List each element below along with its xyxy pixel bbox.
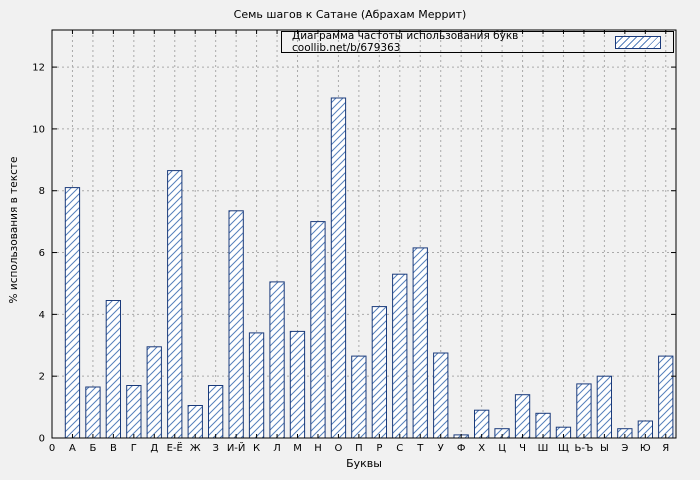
y-tick-label: 6 [39,248,45,259]
bar-Ч [514,394,531,439]
y-tick-label: 0 [39,434,45,445]
x-tick-label: Х [478,443,485,454]
x-tick-label: Ж [190,443,201,454]
y-tick-label: 10 [32,124,45,135]
chart-title: Семь шагов к Сатане (Абрахам Меррит) [233,8,467,21]
x-tick-label: М [293,443,302,454]
bar-Т [412,247,428,439]
x-tick-label: Д [150,443,158,454]
bar-У [433,352,449,439]
bar-Е-Ё [167,170,183,439]
bar-А [64,187,81,439]
plot-border [51,29,677,439]
bar-З [208,385,224,439]
bar-Х [474,409,490,439]
x-tick-label: С [396,443,403,454]
x-tick-label: А [69,443,76,454]
x-tick-label: Т [416,443,424,454]
x-tick-label: Ф [457,443,466,454]
y-tick-label: 2 [39,372,45,383]
x-tick-label: Ц [498,443,506,454]
bar-Ь-Ъ [576,383,592,439]
x-tick-label: К [253,443,260,454]
x-tick-label: Щ [558,443,569,454]
x-tick-label: Л [273,443,281,454]
x-tick-label: З [212,443,218,454]
x-tick-label: Ю [640,443,651,454]
x-tick-label: Ч [519,443,526,454]
bar-М [289,330,306,439]
bar-Р [371,306,388,439]
bar-Г [126,385,142,439]
x-tick-label: Ы [600,443,609,454]
legend-label: Диаграмма частоты использования букв coo… [292,30,519,54]
x-tick-label: Я [662,443,669,454]
x-tick-label: Е-Ё [167,441,183,454]
bar-Ы [596,375,613,439]
bar-Н [310,221,326,439]
x-tick-label: О [334,443,342,454]
legend-swatch [615,35,661,49]
bar-Я [658,355,674,439]
y-tick-label: 12 [32,63,45,74]
legend: Диаграмма частоты использования букв coo… [281,30,674,54]
bar-Д [146,346,162,439]
x-tick-label: В [110,443,117,454]
x-tick-label: Б [89,443,96,454]
y-axis-label: % использования в тексте [8,156,20,304]
y-tick-label: 8 [39,186,45,197]
x-tick-label: Г [131,443,137,454]
x-tick-label: Н [314,443,322,454]
x-tick-label: Э [621,443,628,454]
x-axis-label: Буквы [346,457,382,470]
bar-О [330,97,347,439]
x-tick-label: Р [376,443,382,454]
x-tick-label: 0 [49,443,55,454]
bar-Б [85,386,101,439]
bar-П [351,355,367,439]
bar-В [105,300,121,439]
x-tick-label: Ь-Ъ [575,443,594,454]
bar-К [248,332,265,439]
bar-Ж [187,405,203,439]
y-tick-label: 4 [39,310,45,321]
x-tick-label: Ш [538,443,549,454]
bar-И-Й [228,210,244,439]
bar-Л [269,281,285,439]
x-tick-label: У [438,443,444,454]
x-tick-label: И-Й [227,441,246,454]
x-tick-label: П [355,443,363,454]
bar-С [392,273,408,439]
